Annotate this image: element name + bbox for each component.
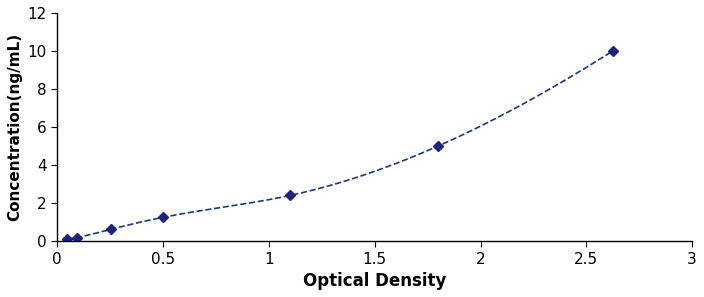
Y-axis label: Concentration(ng/mL): Concentration(ng/mL) (7, 33, 22, 221)
X-axis label: Optical Density: Optical Density (303, 272, 446, 290)
